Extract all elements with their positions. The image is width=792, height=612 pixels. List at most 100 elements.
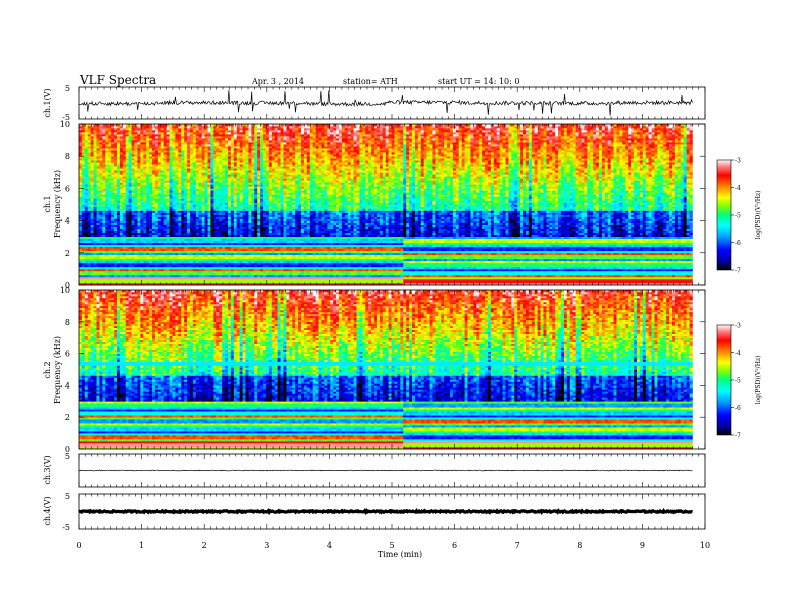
spectrogram-cell bbox=[242, 218, 246, 221]
spectrogram-cell bbox=[119, 280, 124, 284]
spectrogram-cell bbox=[114, 136, 118, 139]
spectrogram-cell bbox=[195, 258, 200, 262]
spectrogram-cell bbox=[154, 234, 159, 237]
spectrogram-cell bbox=[143, 154, 147, 157]
spectrogram-cell bbox=[131, 176, 135, 179]
spectrogram-cell bbox=[93, 144, 97, 147]
spectrogram-cell bbox=[204, 216, 208, 219]
spectrogram-cell bbox=[87, 164, 91, 167]
spectrogram-cell bbox=[79, 210, 83, 213]
spectrogram-cell bbox=[210, 252, 214, 256]
spectrogram-cell bbox=[257, 204, 261, 207]
spectrogram-cell bbox=[172, 138, 176, 141]
spectrogram-cell bbox=[187, 200, 191, 203]
spectrogram-cell bbox=[198, 248, 202, 252]
spectrogram-cell bbox=[93, 174, 97, 177]
spectrogram-cell bbox=[140, 222, 144, 225]
spectrogram-cell bbox=[102, 134, 106, 137]
spectrogram-cell bbox=[163, 270, 167, 274]
spectrogram-cell bbox=[111, 184, 115, 187]
spectrogram-cell bbox=[128, 180, 132, 183]
spectrogram-cell bbox=[125, 124, 129, 127]
spectrogram-cell bbox=[87, 188, 91, 191]
spectrogram-cell bbox=[146, 266, 150, 270]
spectrogram-cell bbox=[81, 248, 86, 252]
spectrogram-cell bbox=[111, 174, 115, 177]
spectrogram-cell bbox=[242, 264, 246, 268]
spectrogram-cell bbox=[254, 270, 258, 274]
spectrogram-cell bbox=[242, 158, 246, 161]
spectrogram-cell bbox=[154, 206, 159, 209]
spectrogram-cell bbox=[137, 130, 141, 133]
spectrogram-cell bbox=[181, 212, 185, 215]
spectrogram-cell bbox=[216, 258, 220, 262]
spectrogram-cell bbox=[222, 258, 226, 262]
spectrogram-cell bbox=[216, 152, 220, 155]
spectrogram-cell bbox=[222, 268, 226, 272]
spectrogram-cell bbox=[99, 260, 103, 264]
spectrogram-cell bbox=[122, 268, 127, 272]
spectrogram-cell bbox=[154, 192, 159, 195]
spectrogram-cell bbox=[93, 180, 97, 183]
spectrogram-cell bbox=[236, 196, 240, 199]
spectrogram-cell bbox=[79, 196, 83, 199]
spectrogram-cell bbox=[230, 252, 235, 256]
spectrogram-cell bbox=[134, 260, 138, 264]
spectrogram-cell bbox=[79, 188, 83, 191]
spectrogram-cell bbox=[207, 156, 211, 159]
spectrogram-cell bbox=[222, 266, 226, 270]
spectrogram-cell bbox=[230, 124, 235, 127]
spectrogram-cell bbox=[128, 124, 132, 127]
spectrogram-cell bbox=[160, 262, 165, 266]
spectrogram-cell bbox=[128, 258, 132, 262]
spectrogram-cell bbox=[93, 266, 97, 270]
spectrogram-cell bbox=[210, 260, 214, 264]
spectrogram-cell bbox=[245, 158, 249, 161]
spectrogram-cell bbox=[157, 180, 162, 183]
spectrogram-cell bbox=[198, 230, 202, 233]
spectrogram-cell bbox=[190, 256, 194, 260]
spectrogram-cell bbox=[90, 196, 94, 199]
spectrogram-cell bbox=[245, 208, 249, 211]
spectrogram-cell bbox=[201, 154, 205, 157]
spectrogram-cell bbox=[108, 198, 112, 201]
spectrogram-cell bbox=[116, 148, 121, 151]
spectrogram-cell bbox=[134, 254, 138, 258]
spectrogram-cell bbox=[116, 192, 121, 195]
spectrogram-cell bbox=[210, 264, 214, 268]
spectrogram-cell bbox=[105, 282, 109, 286]
spectrogram-cell bbox=[87, 220, 91, 223]
spectrogram-cell bbox=[207, 222, 211, 225]
spectrogram-cell bbox=[251, 282, 255, 286]
spectrogram-cell bbox=[114, 206, 118, 209]
spectrogram-cell bbox=[157, 168, 162, 171]
spectrogram-cell bbox=[146, 156, 150, 159]
spectrogram-cell bbox=[190, 166, 194, 169]
spectrogram-cell bbox=[190, 184, 194, 187]
spectrogram-cell bbox=[190, 218, 194, 221]
spectrogram-cell bbox=[140, 168, 144, 171]
spectrogram-cell bbox=[163, 276, 167, 280]
spectrogram-cell bbox=[175, 150, 179, 153]
spectrogram-cell bbox=[245, 246, 249, 250]
spectrogram-cell bbox=[81, 180, 86, 183]
spectrogram-cell bbox=[134, 208, 138, 211]
spectrogram-cell bbox=[175, 210, 179, 213]
spectrogram-cell bbox=[163, 196, 167, 199]
spectrogram-cell bbox=[169, 256, 173, 260]
spectrogram-cell bbox=[160, 124, 165, 127]
spectrogram-cell bbox=[192, 212, 197, 215]
spectrogram-cell bbox=[102, 226, 106, 229]
spectrogram-cell bbox=[152, 150, 156, 153]
spectrogram-cell bbox=[137, 244, 141, 248]
spectrogram-cell bbox=[181, 248, 185, 252]
spectrogram-cell bbox=[219, 220, 223, 223]
spectrogram-cell bbox=[102, 126, 106, 129]
spectrogram-cell bbox=[225, 252, 229, 256]
spectrogram-cell bbox=[108, 262, 112, 266]
spectrogram-cell bbox=[137, 224, 141, 227]
spectrogram-cell bbox=[119, 128, 124, 131]
spectrogram-cell bbox=[166, 152, 170, 155]
spectrogram-cell bbox=[166, 170, 170, 173]
spectrogram-cell bbox=[125, 190, 129, 193]
